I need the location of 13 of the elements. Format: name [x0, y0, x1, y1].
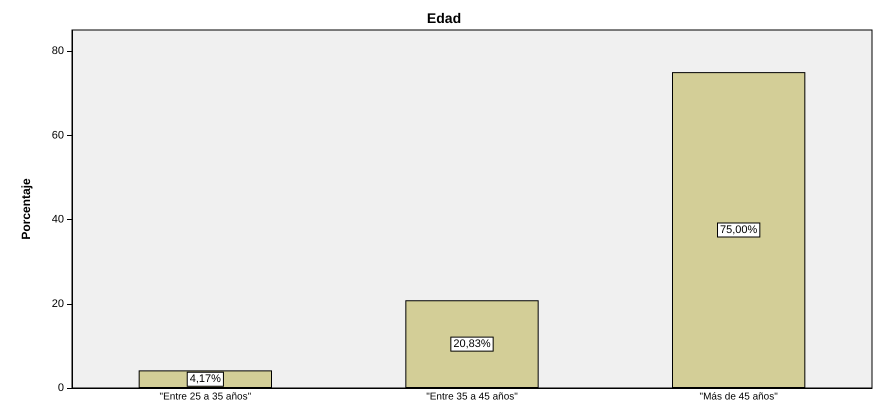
y-axis-title: Porcentaje — [19, 178, 33, 240]
x-tick-label: "Entre 35 a 45 años" — [426, 392, 518, 402]
y-tick-label: 40 — [52, 214, 64, 226]
data-label: 4,17% — [190, 373, 222, 386]
x-tick-label: "Entre 25 a 35 años" — [160, 392, 252, 402]
y-tick-label: 0 — [58, 382, 64, 394]
data-label: 75,00% — [720, 224, 758, 236]
data-label: 20,83% — [453, 338, 491, 350]
chart-title: Edad — [426, 10, 462, 26]
y-tick-label: 60 — [52, 129, 64, 142]
x-tick-label: "Más de 45 años" — [700, 392, 778, 402]
y-tick-label: 80 — [52, 45, 64, 58]
y-tick-label: 20 — [52, 298, 64, 310]
